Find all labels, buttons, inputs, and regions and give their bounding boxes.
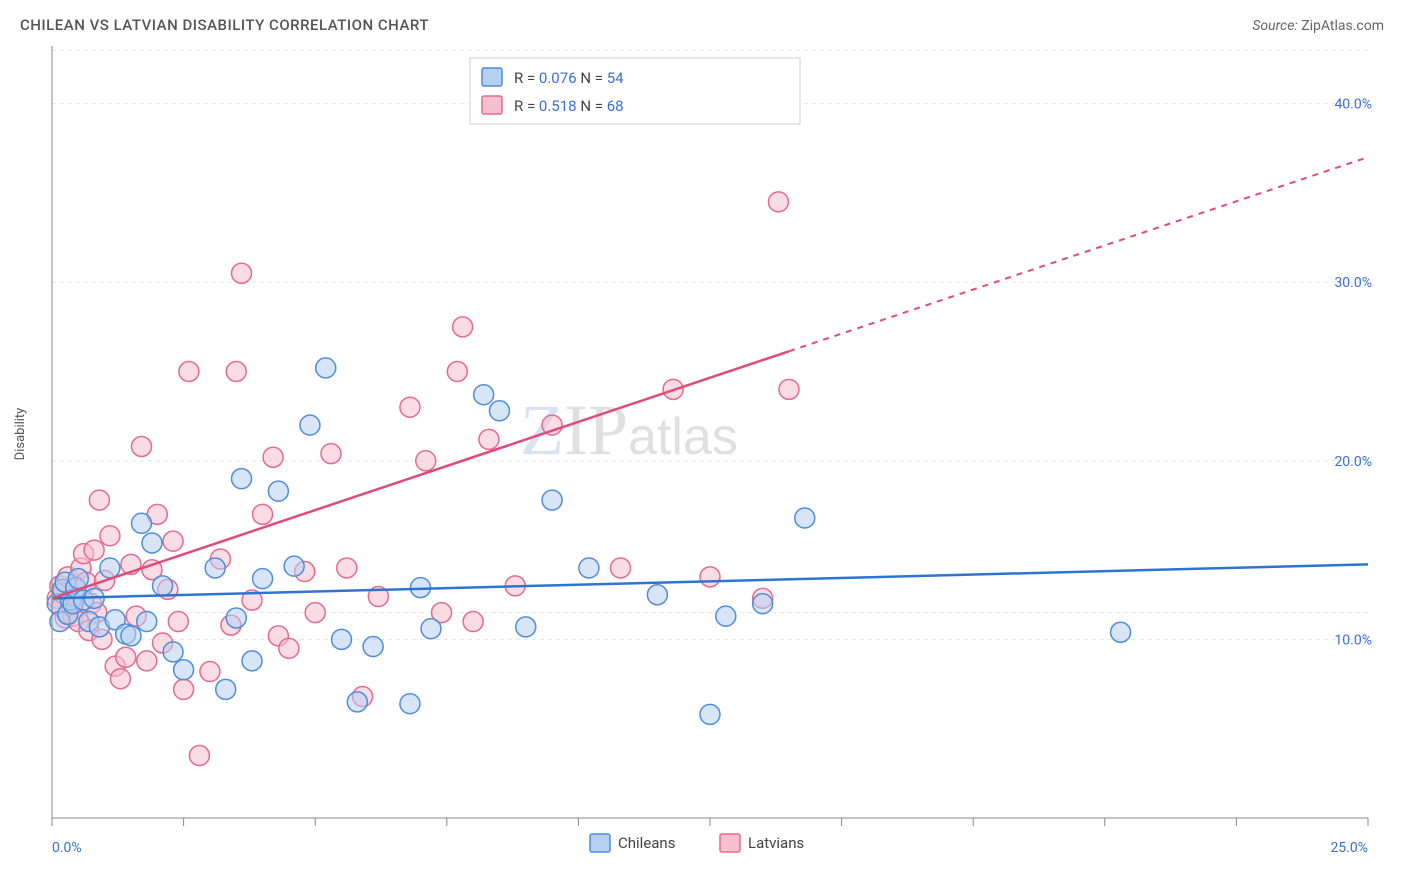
scatter-point-latvians [400,397,420,417]
x-tick-label: 0.0% [52,840,82,856]
scatter-point-chileans [232,469,252,489]
legend-swatch [720,834,740,852]
scatter-point-chileans [516,617,536,637]
scatter-point-chileans [131,513,151,533]
chart-title: CHILEAN VS LATVIAN DISABILITY CORRELATIO… [20,16,429,34]
scatter-point-chileans [68,569,88,589]
chart-svg: ZIPatlas0.0%25.0%10.0%20.0%30.0%40.0%Dis… [0,0,1406,892]
scatter-point-chileans [142,533,162,553]
scatter-point-latvians [416,451,436,471]
scatter-point-latvians [179,361,199,381]
scatter-point-chileans [253,569,273,589]
scatter-point-chileans [700,704,720,724]
scatter-point-latvians [84,540,104,560]
scatter-point-chileans [716,606,736,626]
scatter-point-chileans [400,694,420,714]
scatter-point-latvians [321,444,341,464]
scatter-point-chileans [332,629,352,649]
scatter-point-chileans [474,385,494,405]
scatter-point-chileans [268,481,288,501]
scatter-point-chileans [163,642,183,662]
y-tick-label: 10.0% [1334,632,1372,648]
scatter-point-latvians [463,612,483,632]
scatter-point-latvians [110,669,130,689]
scatter-point-latvians [131,437,151,457]
scatter-point-chileans [647,585,667,605]
scatter-point-latvians [163,531,183,551]
scatter-point-chileans [216,679,236,699]
scatter-point-chileans [205,558,225,578]
scatter-point-latvians [174,679,194,699]
legend-label: Chileans [618,834,675,852]
scatter-point-chileans [300,415,320,435]
scatter-point-chileans [795,508,815,528]
scatter-point-latvians [479,429,499,449]
stats-row: R = 0.076 N = 54 [514,69,624,87]
scatter-point-latvians [89,490,109,510]
scatter-point-latvians [263,447,283,467]
scatter-point-latvians [226,361,246,381]
scatter-point-chileans [753,594,773,614]
scatter-point-latvians [337,558,357,578]
scatter-point-latvians [232,263,252,283]
scatter-point-latvians [279,638,299,658]
scatter-point-chileans [316,358,336,378]
y-tick-label: 40.0% [1334,97,1372,113]
scatter-point-chileans [579,558,599,578]
scatter-point-latvians [779,379,799,399]
scatter-point-latvians [700,567,720,587]
scatter-point-chileans [363,637,383,657]
scatter-point-chileans [226,608,246,628]
scatter-point-latvians [768,192,788,212]
scatter-point-latvians [189,745,209,765]
scatter-point-chileans [242,651,262,671]
legend-swatch [590,834,610,852]
stats-row: R = 0.518 N = 68 [514,97,624,115]
scatter-point-latvians [168,612,188,632]
scatter-point-latvians [447,361,467,381]
stats-swatch [482,96,502,114]
scatter-point-latvians [253,504,273,524]
scatter-point-latvians [137,651,157,671]
scatter-point-latvians [611,558,631,578]
scatter-point-chileans [489,401,509,421]
scatter-point-chileans [284,556,304,576]
chart-container: ZIPatlas0.0%25.0%10.0%20.0%30.0%40.0%Dis… [0,0,1406,892]
scatter-point-chileans [347,692,367,712]
scatter-point-chileans [542,490,562,510]
y-axis-label: Disability [13,408,28,461]
scatter-point-latvians [116,647,136,667]
scatter-point-chileans [1111,622,1131,642]
y-tick-label: 20.0% [1334,454,1372,470]
source-label: Source: ZipAtlas.com [1252,18,1384,34]
legend-label: Latvians [748,834,804,852]
scatter-point-chileans [153,576,173,596]
scatter-point-latvians [305,603,325,623]
scatter-point-chileans [137,612,157,632]
stats-swatch [482,68,502,86]
scatter-point-latvians [453,317,473,337]
scatter-point-chileans [121,626,141,646]
scatter-point-chileans [421,619,441,639]
x-tick-label: 25.0% [1330,840,1368,856]
y-tick-label: 30.0% [1334,275,1372,291]
scatter-point-latvians [100,526,120,546]
scatter-point-chileans [174,660,194,680]
scatter-point-chileans [100,558,120,578]
scatter-point-latvians [200,662,220,682]
